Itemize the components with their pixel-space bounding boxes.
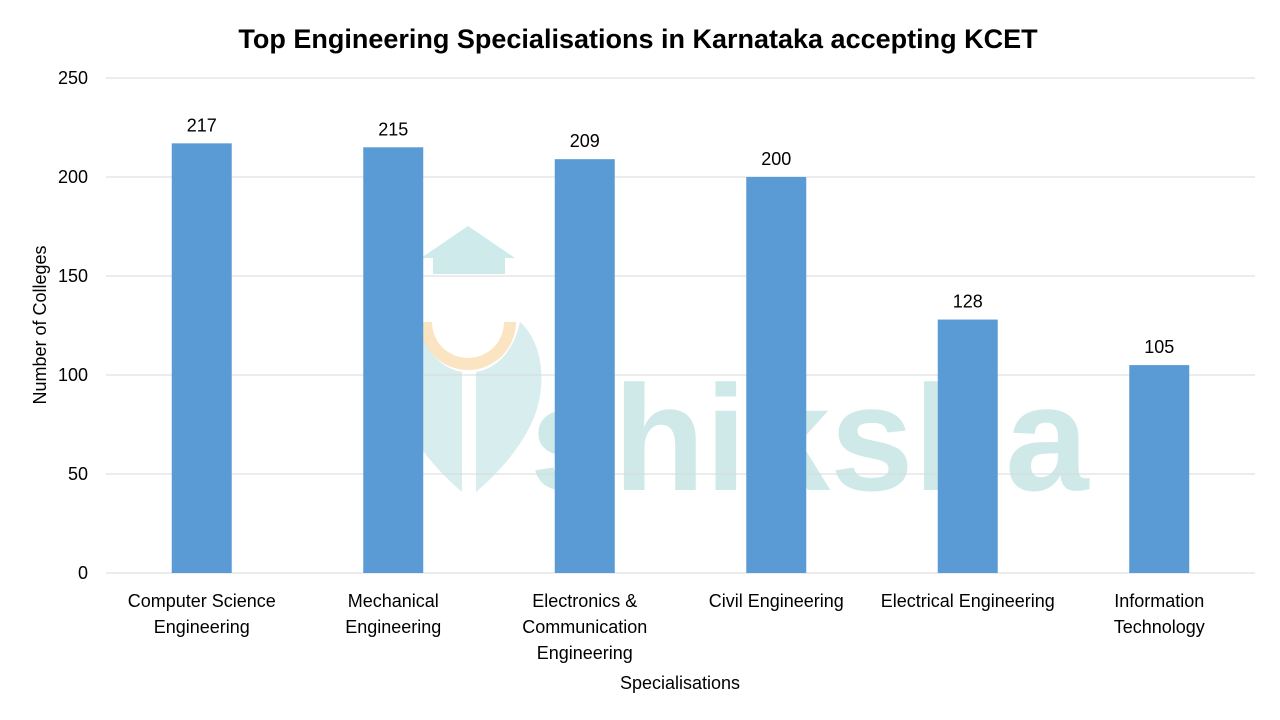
- category-label: Electrical Engineering: [881, 591, 1055, 611]
- category-label-line: Engineering: [345, 617, 441, 637]
- bar-value-label: 200: [761, 149, 791, 169]
- category-label: Information Technology: [1114, 591, 1205, 637]
- category-label: Mechanical Engineering: [345, 591, 441, 637]
- y-tick-label: 200: [58, 167, 88, 187]
- bar: [937, 319, 998, 573]
- x-axis-title: Specialisations: [620, 673, 740, 693]
- bar: [363, 147, 424, 574]
- bar-value-label: 105: [1144, 337, 1174, 357]
- graduation-cap-band-icon: [433, 258, 505, 274]
- gridlines: [106, 77, 1255, 574]
- category-label-line: Engineering: [154, 617, 250, 637]
- bar-value-label: 217: [187, 115, 217, 135]
- data-labels: 217 215 209 200 128 105: [187, 115, 1175, 357]
- y-axis-title: Number of Colleges: [30, 245, 50, 404]
- bars: [171, 143, 1190, 574]
- y-tick-label: 100: [58, 365, 88, 385]
- y-axis-ticks: 0 50 100 150 200 250: [58, 68, 88, 583]
- category-label-line: Mechanical: [348, 591, 439, 611]
- category-label-line: Electrical Engineering: [881, 591, 1055, 611]
- category-label-line: Civil Engineering: [709, 591, 844, 611]
- category-label: Civil Engineering: [709, 591, 844, 611]
- y-tick-label: 250: [58, 68, 88, 88]
- category-label-line: Electronics &: [532, 591, 637, 611]
- y-tick-label: 0: [78, 563, 88, 583]
- bar-value-label: 209: [570, 131, 600, 151]
- graduation-cap-icon: [421, 226, 515, 258]
- bar: [171, 143, 232, 573]
- chart-title: Top Engineering Specialisations in Karna…: [238, 24, 1038, 54]
- pen-nib-right-icon: [476, 322, 542, 492]
- category-label-line: Engineering: [537, 643, 633, 663]
- category-label-line: Technology: [1114, 617, 1205, 637]
- y-tick-label: 50: [68, 464, 88, 484]
- category-label-line: Information: [1114, 591, 1204, 611]
- orange-arc-icon: [420, 322, 516, 370]
- x-axis-categories: Computer Science Engineering Mechanical Eng…: [128, 591, 1205, 663]
- bar: [746, 177, 807, 573]
- bar-value-label: 128: [953, 292, 983, 312]
- bar-value-label: 215: [378, 119, 408, 139]
- category-label-line: Computer Science: [128, 591, 276, 611]
- category-label: Electronics & Communication Engineering: [522, 591, 647, 663]
- category-label-line: Communication: [522, 617, 647, 637]
- bar: [554, 159, 615, 573]
- bar: [1129, 365, 1190, 573]
- category-label: Computer Science Engineering: [128, 591, 276, 637]
- y-tick-label: 150: [58, 266, 88, 286]
